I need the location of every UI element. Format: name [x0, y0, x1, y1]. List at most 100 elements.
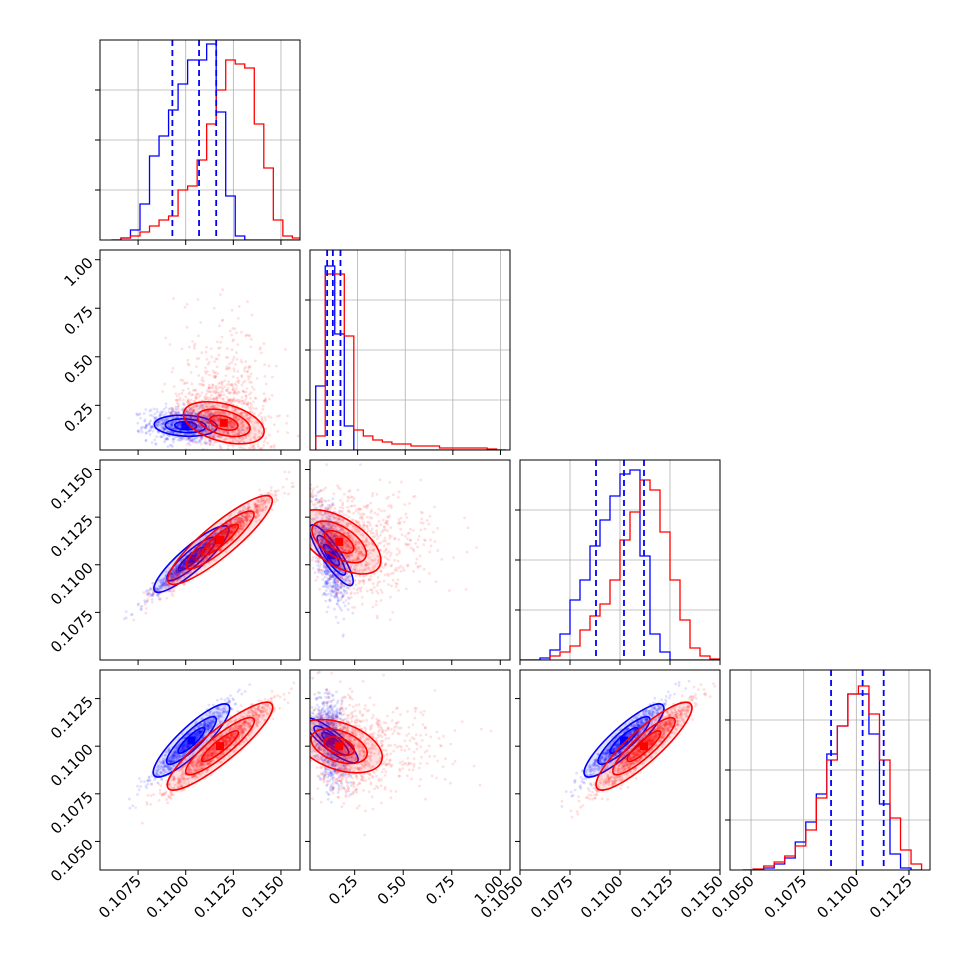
scatter-point	[257, 413, 261, 417]
scatter-point	[250, 405, 253, 409]
scatter-point	[194, 560, 197, 563]
scatter-point	[155, 593, 159, 597]
scatter-point	[232, 528, 236, 532]
scatter-point	[270, 492, 274, 496]
scatter-point	[189, 370, 193, 374]
scatter-point	[155, 588, 159, 592]
scatter-point	[229, 420, 232, 424]
scatter-point	[206, 390, 210, 394]
scatter-point	[197, 550, 200, 554]
scatter-point	[218, 430, 222, 434]
scatter-point	[148, 409, 152, 413]
scatter-point	[213, 461, 216, 464]
scatter-point	[203, 431, 206, 435]
scatter-point	[194, 551, 198, 555]
scatter-point	[236, 343, 240, 347]
scatter-point	[193, 436, 197, 440]
scatter-point	[205, 410, 209, 414]
scatter-point	[211, 543, 215, 546]
scatter-point	[226, 535, 230, 539]
scatter-point	[236, 419, 239, 422]
scatter-point	[175, 399, 179, 402]
scatter-point	[226, 405, 230, 408]
scatter-point	[253, 504, 257, 508]
scatter-point	[169, 413, 173, 417]
scatter-point	[166, 589, 170, 593]
scatter-point	[176, 415, 180, 419]
scatter-point	[213, 540, 217, 544]
scatter-point	[185, 302, 189, 306]
scatter-point	[234, 408, 238, 412]
scatter-point	[192, 414, 196, 418]
scatter-point	[169, 426, 173, 430]
scatter-point	[212, 306, 216, 310]
scatter-point	[180, 568, 184, 571]
scatter-point	[136, 603, 140, 607]
scatter-point	[197, 392, 200, 396]
scatter-point	[211, 540, 214, 544]
scatter-point	[212, 533, 215, 536]
scatter-point	[190, 409, 194, 413]
scatter-point	[182, 437, 185, 441]
scatter-point	[201, 412, 205, 416]
scatter-point	[175, 578, 179, 582]
scatter-point	[189, 439, 193, 443]
scatter-point	[197, 549, 201, 553]
scatter-point	[274, 494, 278, 497]
scatter-point	[174, 573, 178, 577]
scatter-point	[172, 589, 176, 593]
scatter-point	[273, 500, 277, 504]
scatter-point	[226, 533, 229, 537]
scatter-point	[206, 556, 210, 560]
scatter-point	[235, 392, 239, 396]
scatter-point	[180, 566, 183, 570]
scatter-point	[199, 442, 203, 446]
scatter-point	[160, 584, 164, 588]
scatter-point	[283, 491, 287, 495]
scatter-point	[347, 602, 350, 605]
scatter-point	[160, 425, 164, 429]
scatter-point	[230, 538, 234, 542]
scatter-point	[207, 409, 210, 413]
scatter-point	[176, 572, 180, 576]
scatter-point	[194, 553, 198, 556]
scatter-point	[224, 452, 227, 455]
scatter-point	[163, 584, 167, 588]
scatter-point	[160, 422, 164, 426]
scatter-point	[217, 393, 221, 397]
scatter-point	[217, 346, 220, 350]
scatter-point	[156, 422, 160, 426]
scatter-point	[210, 405, 214, 409]
scatter-point	[269, 416, 273, 419]
scatter-point	[207, 549, 211, 553]
scatter-point	[224, 388, 228, 392]
axes-frame	[99, 249, 301, 451]
scatter-point	[186, 358, 190, 362]
scatter-point	[171, 440, 175, 444]
scatter-point	[237, 519, 241, 523]
scatter-point	[241, 428, 245, 431]
scatter-point	[173, 572, 177, 576]
scatter-point	[199, 437, 203, 441]
scatter-point	[241, 526, 245, 530]
scatter-point	[224, 400, 228, 404]
scatter-point	[144, 431, 148, 435]
scatter-point	[225, 524, 229, 527]
scatter-point	[188, 407, 191, 410]
scatter-point	[150, 598, 154, 601]
scatter-point	[176, 570, 179, 574]
scatter-point	[144, 426, 148, 429]
scatter-point	[249, 410, 253, 414]
scatter-point	[161, 422, 165, 426]
scatter-point	[276, 414, 279, 418]
scatter-point	[247, 502, 250, 506]
scatter-point	[239, 413, 243, 417]
scatter-point	[245, 514, 249, 518]
scatter-point	[206, 414, 210, 417]
scatter-point	[191, 565, 195, 569]
scatter-point	[178, 438, 181, 442]
scatter-point	[202, 556, 206, 560]
scatter-point	[217, 394, 221, 398]
scatter-point	[199, 435, 203, 439]
scatter-point	[167, 407, 171, 411]
